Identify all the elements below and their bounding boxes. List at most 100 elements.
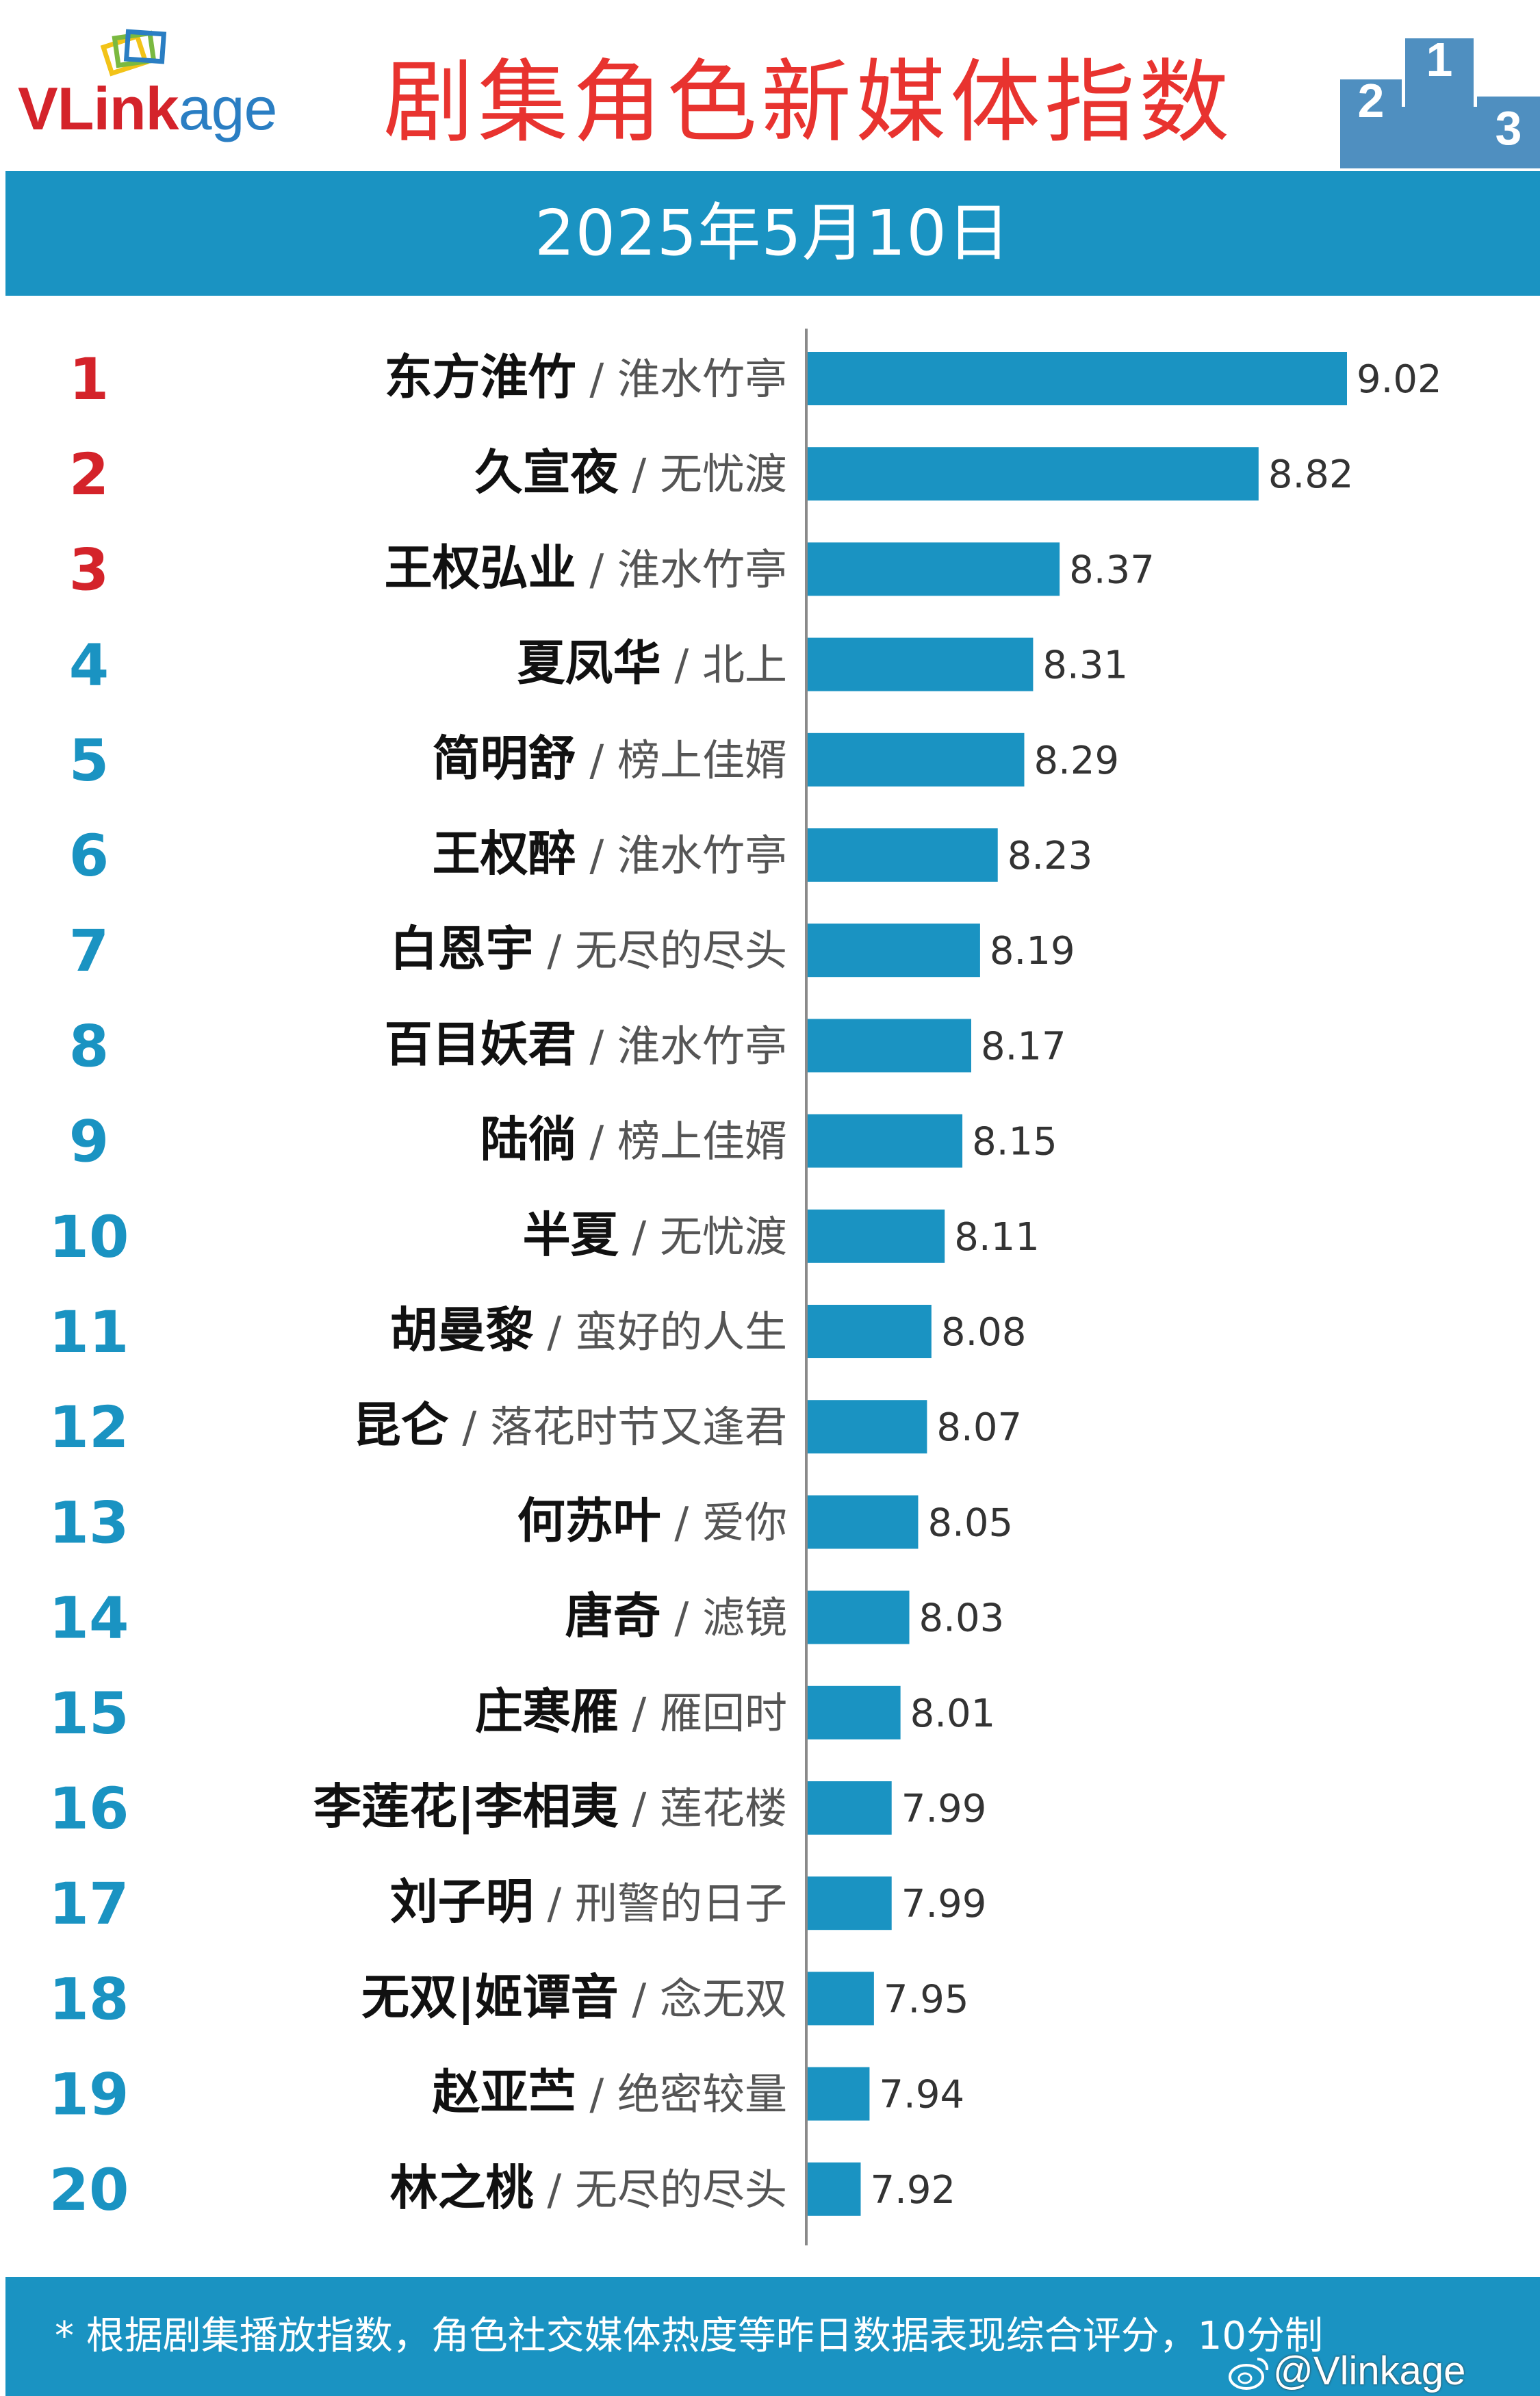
rank-number: 11 — [49, 1299, 129, 1366]
value-label: 8.11 — [954, 1215, 1040, 1260]
row-label: 唐奇 / 滤镜 — [565, 1588, 787, 1644]
rank-number: 17 — [49, 1870, 129, 1937]
label-separator: / — [576, 830, 617, 880]
row-label: 久宣夜 / 无忧渡 — [475, 444, 787, 500]
bar — [808, 1305, 932, 1358]
rank-number: 15 — [49, 1680, 129, 1747]
logo-brand-main: VLink — [18, 75, 179, 142]
rank-number: 12 — [49, 1394, 129, 1461]
value-label: 8.31 — [1042, 643, 1128, 688]
label-separator: / — [661, 1497, 702, 1547]
bar — [808, 1019, 971, 1073]
label-separator: / — [619, 1688, 660, 1738]
role-name: 久宣夜 — [475, 444, 619, 500]
value-label: 8.82 — [1268, 453, 1354, 497]
value-label: 8.03 — [919, 1596, 1005, 1641]
drama-name: 无忧渡 — [660, 449, 787, 499]
rank-number: 3 — [69, 536, 109, 603]
value-label: 8.23 — [1008, 834, 1093, 878]
drama-name: 刑警的日子 — [575, 1878, 787, 1928]
bar — [808, 1400, 927, 1454]
label-separator: / — [576, 735, 617, 785]
row-label: 昆仑 / 落花时节又逢君 — [353, 1397, 787, 1453]
row-label: 王权弘业 / 淮水竹亭 — [385, 539, 787, 596]
podium-label-1: 1 — [1426, 33, 1453, 86]
label-separator: / — [661, 1593, 702, 1643]
role-name: 赵亚苎 — [433, 2065, 576, 2121]
row-label: 胡曼黎 / 蛮好的人生 — [390, 1302, 787, 1358]
podium-icon: 2 1 3 — [1340, 33, 1540, 168]
role-name: 王权醉 — [433, 826, 576, 882]
rank-number: 13 — [49, 1489, 129, 1556]
rank-number: 4 — [69, 632, 109, 699]
bar — [808, 1781, 892, 1835]
rank-number: 14 — [49, 1585, 129, 1652]
value-label: 8.01 — [910, 1692, 996, 1736]
row-label: 半夏 / 无忧渡 — [523, 1207, 787, 1263]
role-name: 百目妖君 — [385, 1016, 576, 1072]
bar — [808, 732, 1025, 787]
label-separator: / — [576, 354, 617, 404]
row-label: 林之桃 / 无尽的尽头 — [390, 2160, 787, 2216]
podium-label-3: 3 — [1496, 101, 1522, 155]
value-label: 7.99 — [901, 1787, 987, 1831]
value-label: 8.07 — [936, 1405, 1022, 1450]
drama-name: 莲花楼 — [660, 1783, 787, 1833]
value-label: 8.19 — [990, 929, 1075, 973]
role-name: 白恩宇 — [390, 921, 534, 977]
role-name: 昆仑 — [353, 1397, 449, 1453]
drama-name: 落花时节又逢君 — [490, 1402, 787, 1452]
drama-name: 榜上佳婿 — [617, 735, 787, 785]
drama-name: 淮水竹亭 — [617, 354, 787, 404]
role-name: 刘子明 — [390, 1874, 534, 1930]
drama-name: 滤镜 — [702, 1593, 787, 1643]
row-label: 庄寒雁 / 雁回时 — [475, 1683, 787, 1739]
bar — [808, 1114, 963, 1168]
row-label: 李莲花|李相夷 / 莲花楼 — [313, 1779, 787, 1835]
label-separator: / — [661, 640, 702, 690]
date-label: 2025年5月10日 — [535, 196, 1011, 270]
role-name: 陆徜 — [480, 1112, 576, 1168]
footer-band — [5, 2277, 1540, 2396]
drama-name: 榜上佳婿 — [617, 1117, 787, 1167]
drama-name: 爱你 — [702, 1497, 787, 1547]
bar — [808, 637, 1034, 691]
value-label: 8.37 — [1069, 548, 1155, 592]
rank-number: 7 — [69, 917, 109, 984]
role-name: 李莲花|李相夷 — [313, 1779, 619, 1835]
drama-name: 念无双 — [660, 1974, 787, 2024]
logo-brand-sub: age — [178, 75, 278, 142]
date-band — [5, 171, 1540, 296]
rank-number: 20 — [49, 2156, 129, 2223]
bar — [808, 1876, 892, 1930]
role-name: 简明舒 — [433, 730, 576, 787]
value-label: 7.99 — [901, 1882, 987, 1926]
bar — [808, 1590, 910, 1644]
bar — [808, 1495, 919, 1549]
role-name: 夏凤华 — [517, 635, 661, 691]
bar — [808, 447, 1259, 501]
row-label: 东方淮竹 / 淮水竹亭 — [385, 349, 787, 405]
drama-name: 北上 — [702, 640, 787, 690]
rank-number: 5 — [69, 727, 109, 794]
value-label: 8.05 — [927, 1501, 1013, 1545]
page-title: 剧集角色新媒体指数 — [383, 50, 1233, 155]
role-name: 唐奇 — [565, 1588, 661, 1644]
value-label: 8.29 — [1034, 739, 1119, 783]
drama-name: 无尽的尽头 — [575, 926, 787, 976]
drama-name: 无忧渡 — [660, 1212, 787, 1262]
role-name: 庄寒雁 — [475, 1683, 619, 1739]
row-label: 陆徜 / 榜上佳婿 — [480, 1112, 787, 1168]
drama-name: 淮水竹亭 — [617, 544, 787, 594]
value-label: 9.02 — [1357, 357, 1442, 402]
label-separator: / — [534, 926, 575, 976]
label-separator: / — [534, 1307, 575, 1357]
value-label: 7.95 — [884, 1977, 969, 2022]
row-label: 刘子明 / 刑警的日子 — [390, 1874, 787, 1930]
label-separator: / — [619, 1974, 660, 2024]
bar — [808, 1209, 945, 1263]
bar — [808, 828, 998, 882]
row-label: 无双|姬谭音 / 念无双 — [361, 1969, 787, 2025]
label-separator: / — [619, 1212, 660, 1262]
row-label: 夏凤华 / 北上 — [517, 635, 787, 691]
